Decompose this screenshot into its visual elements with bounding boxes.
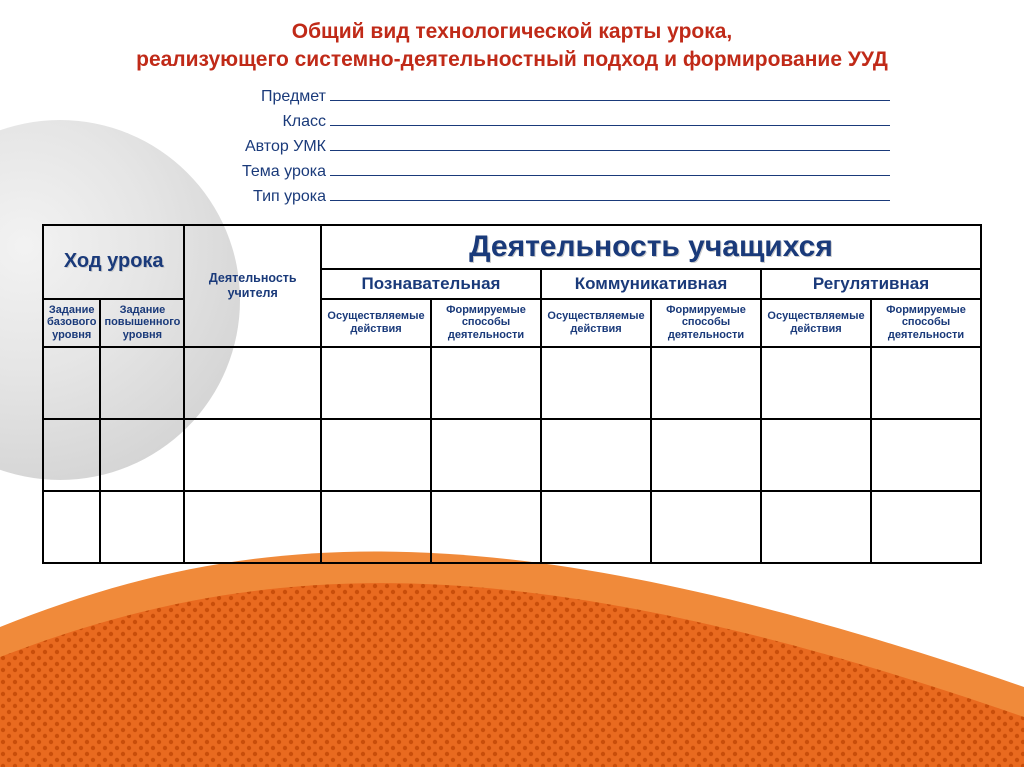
label-topic: Тема урока	[220, 163, 330, 181]
cell	[100, 491, 184, 563]
title-line-2: реализующего системно-деятельностный под…	[136, 48, 888, 71]
cell	[541, 419, 651, 491]
cell	[43, 491, 100, 563]
cell	[321, 347, 431, 419]
cell	[431, 419, 541, 491]
cell	[651, 419, 761, 491]
cell	[651, 491, 761, 563]
hdr-methods-1: Формируемые способы деятельности	[431, 299, 541, 347]
cell	[184, 419, 321, 491]
hdr-course: Ход урока	[43, 225, 184, 299]
hdr-actions-2: Осуществляемые действия	[541, 299, 651, 347]
cell	[431, 491, 541, 563]
cell	[100, 347, 184, 419]
label-subject: Предмет	[220, 88, 330, 106]
hdr-teacher: Деятельность учителя	[184, 225, 321, 347]
cell	[651, 347, 761, 419]
cell	[871, 419, 981, 491]
cell	[43, 419, 100, 491]
lesson-table: Ход урока Деятельность учителя Деятельно…	[42, 224, 982, 564]
cell	[761, 419, 871, 491]
cell	[541, 491, 651, 563]
hdr-methods-2: Формируемые способы деятельности	[651, 299, 761, 347]
line-subject	[330, 83, 890, 101]
cell	[43, 347, 100, 419]
cell	[100, 419, 184, 491]
cell	[541, 347, 651, 419]
page-title: Общий вид технологической карты урока, р…	[30, 18, 994, 75]
cell	[761, 491, 871, 563]
table-row	[43, 491, 981, 563]
title-line-1: Общий вид технологической карты урока,	[292, 20, 733, 43]
cell	[761, 347, 871, 419]
table-row	[43, 419, 981, 491]
line-topic	[330, 158, 890, 176]
cell	[871, 347, 981, 419]
hdr-task-advanced: Задание повышенного уровня	[100, 299, 184, 347]
line-author	[330, 133, 890, 151]
line-type	[330, 183, 890, 201]
hdr-task-basic: Задание базового уровня	[43, 299, 100, 347]
line-class	[330, 108, 890, 126]
label-class: Класс	[220, 113, 330, 131]
hdr-students: Деятельность учащихся	[321, 225, 981, 269]
table-row	[43, 347, 981, 419]
hdr-communicative: Коммуникативная	[541, 269, 761, 299]
label-type: Тип урока	[220, 188, 330, 206]
hdr-methods-3: Формируемые способы деятельности	[871, 299, 981, 347]
cell	[184, 347, 321, 419]
hdr-regulative: Регулятивная	[761, 269, 981, 299]
cell	[321, 491, 431, 563]
form-block: Предмет Класс Автор УМК Тема урока Тип у…	[220, 83, 994, 206]
hdr-cognitive: Познавательная	[321, 269, 541, 299]
hdr-actions-3: Осуществляемые действия	[761, 299, 871, 347]
label-author: Автор УМК	[220, 138, 330, 156]
hdr-actions-1: Осуществляемые действия	[321, 299, 431, 347]
cell	[871, 491, 981, 563]
cell	[184, 491, 321, 563]
cell	[321, 419, 431, 491]
cell	[431, 347, 541, 419]
